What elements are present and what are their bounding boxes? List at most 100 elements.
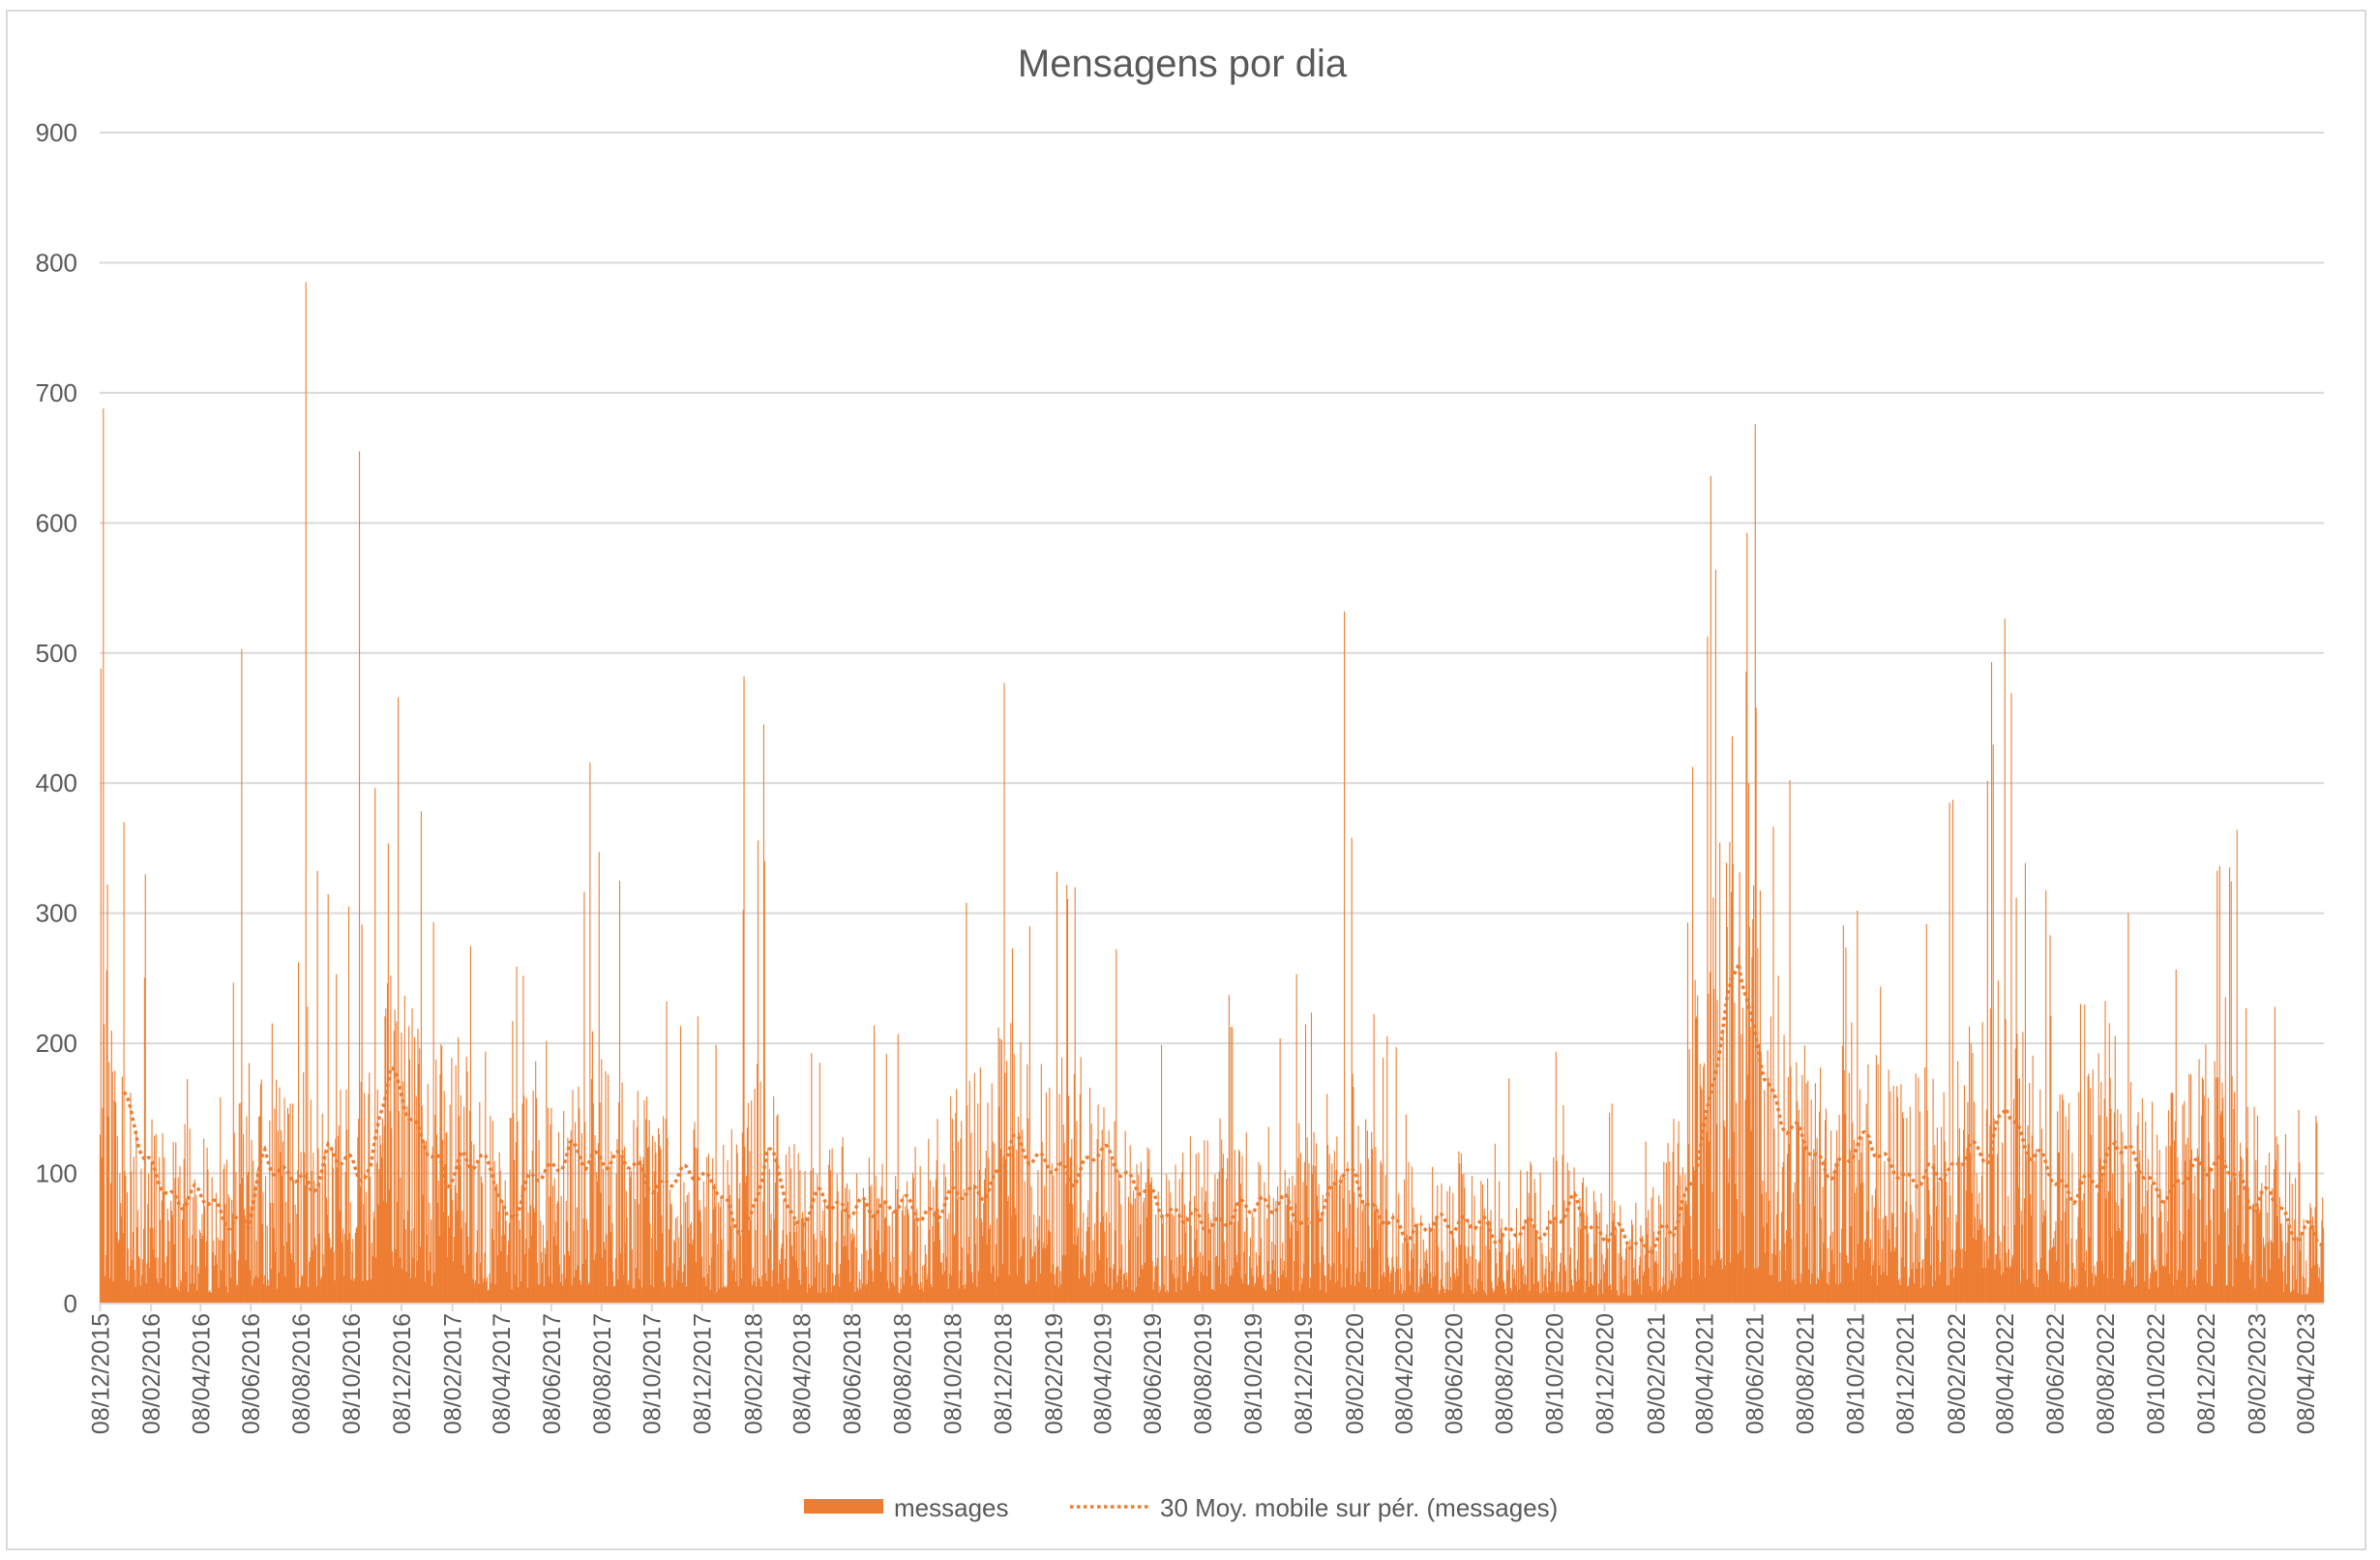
bar-messages [600,1192,602,1304]
bar-messages [1786,1154,1789,1304]
bar-messages [1081,1258,1083,1304]
bar-messages [137,1210,139,1304]
bar-messages [1908,1277,1910,1304]
bar-messages [854,1292,856,1304]
bar-messages [444,1164,446,1304]
bar-messages [513,1113,515,1304]
bar-messages [1045,1092,1047,1304]
bar-messages [569,1255,571,1304]
bar-messages [700,1221,702,1304]
bar-messages [2067,1244,2068,1304]
bar-messages [985,1151,987,1304]
bar-messages [2248,1255,2250,1304]
bar-messages [887,1225,889,1304]
bar-messages [2189,1074,2192,1304]
bar-messages [989,1224,992,1304]
bar-messages [456,1192,458,1304]
bar-messages [2144,1280,2146,1304]
bar-messages [1474,1287,1476,1304]
bar-messages [1233,1221,1235,1304]
bar-messages [2110,1108,2112,1304]
bar-messages [1702,1184,1704,1304]
bar-messages [1537,1280,1539,1304]
bar-messages [552,1236,554,1304]
bar-messages [160,1219,162,1304]
bar-messages [738,1198,740,1304]
bar-messages [247,1175,249,1304]
bar-messages [343,1234,345,1304]
bar-messages [259,1116,261,1304]
bar-messages [2284,1134,2286,1304]
bar-messages [1808,1269,1810,1304]
bar-messages [1175,1292,1177,1304]
bar-messages [917,1283,920,1304]
bar-messages [772,1270,774,1304]
bar-messages [1036,1226,1038,1304]
bar-messages [1374,1211,1376,1304]
bar-messages [219,1240,221,1304]
bar-messages [1035,1281,1037,1304]
bar-messages [2250,1264,2252,1304]
bar-messages [1249,1256,1251,1304]
bar-messages [166,1208,168,1304]
bar-messages [1074,886,1076,1304]
bar-messages [1394,1272,1396,1304]
bar-messages [421,1105,423,1304]
y-tick-label: 500 [36,639,77,668]
bar-messages [590,1160,592,1304]
bar-messages [2316,1123,2318,1304]
bar-messages [2234,1092,2236,1304]
bar-messages [2228,867,2231,1304]
bar-messages [968,1081,970,1304]
bar-messages [930,1283,932,1304]
bar-messages [1278,1289,1280,1304]
bar-messages [978,1169,981,1304]
bar-messages [829,1170,831,1304]
bar-messages [652,1135,654,1304]
bar-messages [1240,1277,1242,1304]
bar-messages [489,1274,491,1304]
bar-messages [938,1221,940,1304]
bar-messages [1415,1227,1417,1304]
bar-messages [1310,1277,1312,1304]
bar-messages [623,1275,625,1304]
bar-messages [1287,1185,1289,1304]
bar-messages [694,1122,696,1304]
bar-messages [261,1223,263,1304]
bar-messages [464,1222,466,1304]
bar-messages [1792,1192,1794,1304]
x-tick-label: 08/10/2019 [1240,1313,1267,1434]
bar-messages [1116,1275,1119,1304]
bar-messages [1995,1254,1997,1304]
bar-messages [554,1221,556,1304]
bar-messages [2267,1212,2269,1304]
bar-messages [1523,1283,1525,1304]
bar-messages [1947,1285,1949,1304]
bar-messages [867,1283,869,1304]
bar-messages [760,1286,762,1304]
bar-messages [1680,1175,1681,1304]
bar-messages [741,1132,743,1304]
bar-messages [954,1233,956,1304]
bar-messages [2301,1232,2303,1304]
bar-messages [633,1120,635,1304]
bar-messages [1409,1271,1411,1304]
bar-messages [1548,1210,1550,1304]
bar-messages [2054,1230,2056,1304]
bar-messages [2278,1258,2280,1304]
bar-messages [1122,1274,1124,1304]
bar-messages [894,1285,896,1304]
bar-messages [361,924,363,1304]
bar-messages [2058,1152,2060,1304]
bar-messages [729,1225,731,1304]
bar-messages [1079,1094,1081,1304]
bar-messages [1771,1253,1773,1304]
bar-messages [606,1234,608,1304]
bar-messages [109,1277,111,1304]
bar-messages [536,1262,538,1304]
bar-messages [657,1127,660,1304]
bar-messages [259,1084,261,1304]
bar-messages [387,843,389,1304]
bar-messages [2053,1245,2055,1304]
chart-frame: Mensagens por dia 0 100 200 300 400 500 600 700… [6,10,2366,1550]
